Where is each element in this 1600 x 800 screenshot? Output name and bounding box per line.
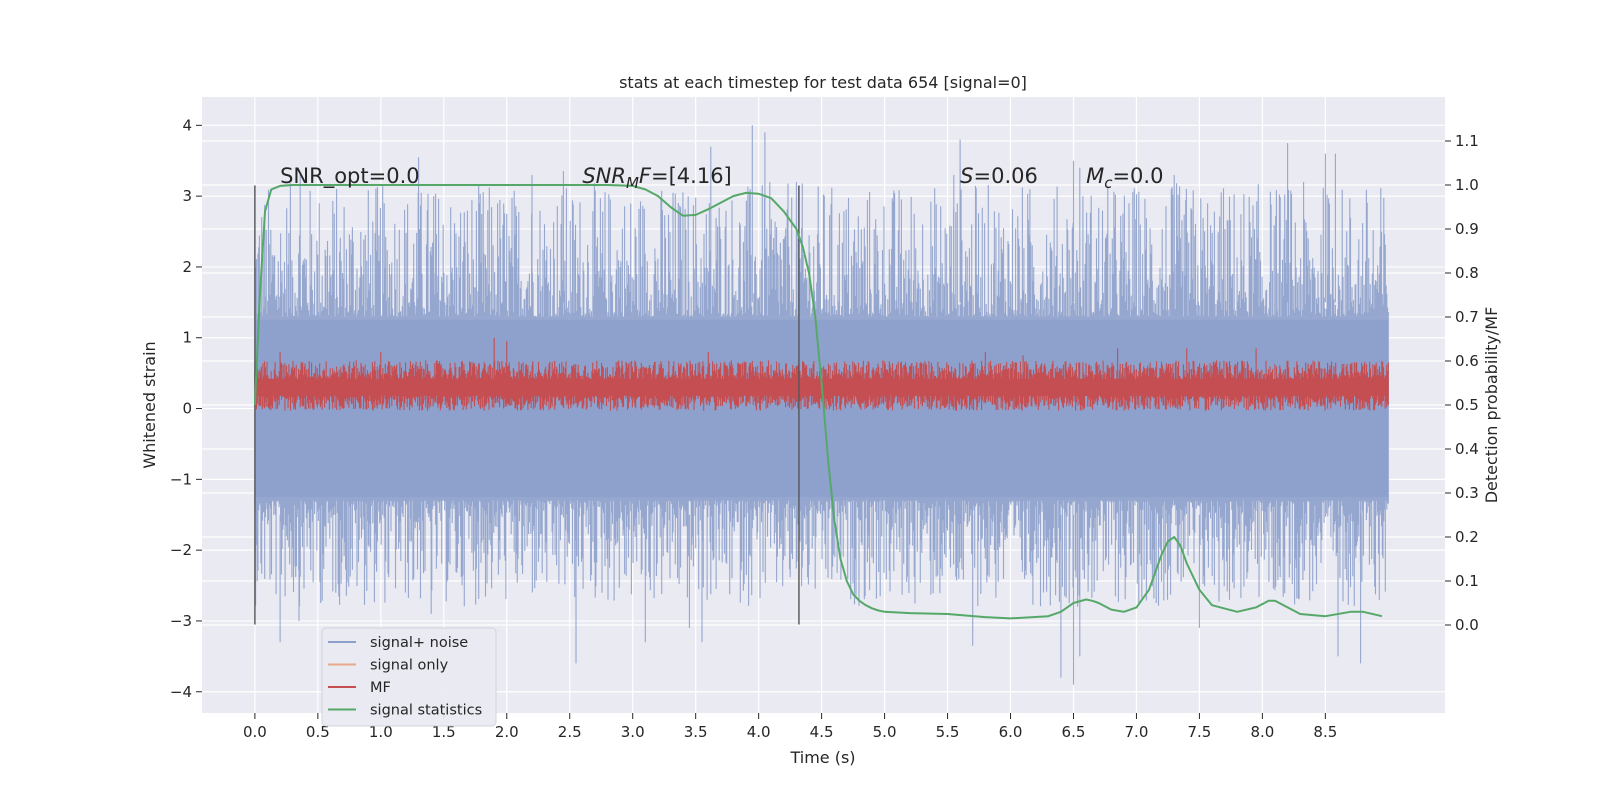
- x-tick-label: 0.0: [243, 723, 267, 741]
- annotations: SNR_opt=0.0 SNRMF=[4.16] S=0.06 Mc=0.0: [280, 164, 1163, 192]
- vertical-markers: [254, 185, 800, 625]
- x-tick-label: 5.5: [936, 723, 960, 741]
- x-tick-label: 5.0: [873, 723, 897, 741]
- legend-label: signal+ noise: [370, 635, 468, 651]
- legend-label: signal only: [370, 658, 449, 674]
- annotation-s-value: S=0.06: [960, 164, 1038, 188]
- x-tick-label: 7.5: [1187, 723, 1211, 741]
- y-tick-label: 0: [182, 400, 192, 418]
- x-tick-label: 0.5: [306, 723, 330, 741]
- y-tick-label: −1: [170, 470, 192, 488]
- annotation-snr-mf: SNRMF=[4.16]: [582, 164, 731, 192]
- x-tick-label: 3.5: [684, 723, 708, 741]
- signal-statistics-line: [253, 184, 1383, 620]
- y-axis-label: Whitened strain: [140, 341, 159, 468]
- x-tick-label: 8.0: [1250, 723, 1274, 741]
- y-right-tick-label: 0.6: [1455, 352, 1479, 370]
- x-tick-label: 4.0: [747, 723, 771, 741]
- x-axis-label: Time (s): [789, 748, 855, 767]
- y-tick-label: −3: [170, 612, 192, 630]
- y-right-tick-label: 0.5: [1455, 396, 1479, 414]
- x-tick-label: 1.5: [432, 723, 456, 741]
- x-tick-label: 4.5: [810, 723, 834, 741]
- y-tick-label: −4: [170, 683, 192, 701]
- y-tick-label: 3: [182, 187, 192, 205]
- y-tick-label: 1: [182, 329, 192, 347]
- x-tick-label: 2.0: [495, 723, 519, 741]
- y-right-tick-label: 0.4: [1455, 440, 1479, 458]
- x-tick-label: 3.0: [621, 723, 645, 741]
- x-tick-label: 1.0: [369, 723, 393, 741]
- annotation-snr-opt: SNR_opt=0.0: [280, 164, 420, 189]
- y-right-tick-label: 0.9: [1455, 220, 1479, 238]
- y-tick-label: 4: [182, 116, 192, 134]
- y-tick-label: −2: [170, 541, 192, 559]
- y-right-tick-label: 0.8: [1455, 264, 1479, 282]
- x-tick-label: 6.0: [999, 723, 1023, 741]
- x-tick-label: 6.5: [1062, 723, 1086, 741]
- y-axis-left: 4 3 2 1 0 −1 −2 −3 −4: [170, 116, 202, 701]
- x-tick-label: 2.5: [558, 723, 582, 741]
- signal-statistics-series: [253, 184, 1383, 620]
- y-axis-right: 1.1 1.0 0.9 0.8 0.7 0.6 0.5 0.4 0.3 0.2 0.1 0.0: [1445, 132, 1479, 634]
- chart-title: stats at each timestep for test data 654…: [619, 73, 1027, 92]
- x-axis: 0.0 0.5 1.0 1.5 2.0 2.5 3.0 3.5 4.0 4.5 5.0 5.5 6.0 6…: [243, 713, 1337, 741]
- x-tick-label: 8.5: [1313, 723, 1337, 741]
- y-tick-label: 2: [182, 258, 192, 276]
- y-right-tick-label: 0.3: [1455, 484, 1479, 502]
- legend-label: signal statistics: [370, 703, 482, 719]
- y-right-tick-label: 1.1: [1455, 132, 1479, 150]
- y-right-tick-label: 0.1: [1455, 572, 1479, 590]
- y-right-axis-label: Detection probability/MF: [1482, 307, 1501, 504]
- legend: signal+ noise signal only MF signal statist…: [321, 627, 497, 727]
- x-tick-label: 7.0: [1125, 723, 1149, 741]
- signal-noise-series: [254, 125, 1389, 685]
- legend-label: MF: [370, 680, 391, 696]
- y-right-tick-label: 0.0: [1455, 616, 1479, 634]
- y-right-tick-label: 0.2: [1455, 528, 1479, 546]
- legend-box: [321, 627, 497, 727]
- annotation-mc-value: Mc=0.0: [1086, 164, 1163, 192]
- y-right-tick-label: 0.7: [1455, 308, 1479, 326]
- y-right-tick-label: 1.0: [1455, 176, 1479, 194]
